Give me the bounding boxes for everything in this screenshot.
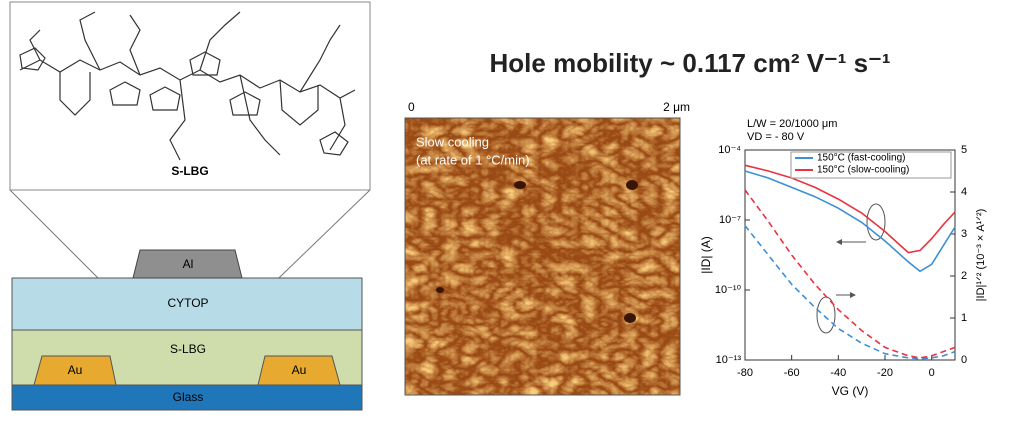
afm-frame bbox=[404, 117, 681, 396]
legend-label: 150°C (fast-cooling) bbox=[817, 153, 905, 164]
y2-tick-label: 4 bbox=[961, 186, 967, 198]
y-axis-label: |ID| (A) bbox=[699, 236, 713, 274]
series-line bbox=[744, 164, 956, 254]
y-tick-label: 10⁻¹⁰ bbox=[715, 284, 742, 296]
y2-tick-label: 3 bbox=[961, 228, 967, 240]
afm-caption: (at rate of 1 °C/min) bbox=[416, 152, 530, 167]
series-line bbox=[744, 225, 956, 360]
arrow-head bbox=[850, 292, 856, 298]
layer-label: CYTOP bbox=[167, 296, 208, 310]
y-tick-label: 10⁻⁷ bbox=[719, 214, 741, 226]
afm-scale: 2 μm bbox=[663, 100, 690, 114]
layer-label: Al bbox=[183, 257, 194, 271]
y-tick-label: 10⁻⁴ bbox=[718, 144, 741, 156]
x-tick-label: -20 bbox=[877, 367, 893, 379]
y2-tick-label: 1 bbox=[961, 312, 967, 324]
x-tick-label: 0 bbox=[929, 367, 935, 379]
x-tick-label: -40 bbox=[830, 367, 846, 379]
legend-box bbox=[790, 151, 952, 179]
afm-scale: 0 bbox=[408, 100, 415, 114]
y2-axis-label: |ID|¹ᐟ² (10⁻³ × A¹ᐟ²) bbox=[975, 209, 987, 302]
series-line bbox=[744, 170, 956, 273]
afm-texture bbox=[405, 118, 680, 395]
arrow-head bbox=[836, 239, 842, 245]
annotation: L/W = 20/1000 μm bbox=[747, 118, 837, 130]
y2-tick-label: 2 bbox=[961, 270, 967, 282]
au-electrode bbox=[257, 355, 341, 386]
au-electrode bbox=[33, 355, 117, 386]
figure-title: Hole mobility ~ 0.117 cm² V⁻¹ s⁻¹ bbox=[490, 48, 891, 78]
afm-caption: Slow cooling bbox=[416, 134, 489, 149]
series-line bbox=[744, 189, 956, 359]
layer-label: Au bbox=[68, 363, 83, 377]
y2-tick-label: 0 bbox=[961, 354, 967, 366]
x-tick-label: -60 bbox=[784, 367, 800, 379]
glass-layer bbox=[11, 384, 363, 411]
molecule-box bbox=[9, 1, 371, 191]
x-axis-label: VG (V) bbox=[832, 384, 869, 398]
layer-label: S-LBG bbox=[170, 342, 206, 356]
molecule-label: S-LBG bbox=[171, 164, 208, 178]
y2-tick-label: 5 bbox=[961, 144, 967, 156]
curve-marker bbox=[866, 203, 886, 241]
legend-label: 150°C (slow-cooling) bbox=[817, 165, 909, 176]
afm-spots bbox=[436, 180, 638, 323]
al-electrode bbox=[132, 249, 243, 279]
layer-label: Glass bbox=[173, 390, 204, 404]
plot-frame bbox=[744, 149, 956, 361]
x-tick-label: -80 bbox=[737, 367, 753, 379]
molecule-structure bbox=[19, 11, 356, 161]
annotation: VD = - 80 V bbox=[747, 131, 805, 143]
y-tick-label: 10⁻¹³ bbox=[716, 354, 742, 366]
layer-label: Au bbox=[292, 363, 307, 377]
